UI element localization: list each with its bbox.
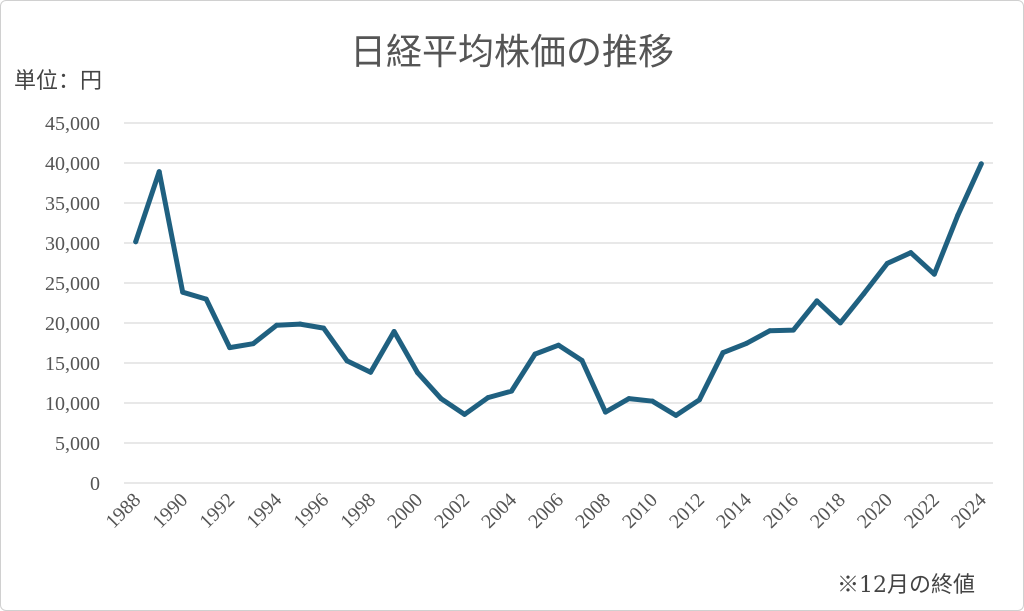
data-point [720, 350, 726, 356]
x-tick-label: 2008 [571, 489, 615, 533]
y-tick-label: 30,000 [45, 233, 100, 255]
data-point [297, 321, 303, 327]
y-axis-ticks: 0 5,000 10,000 15,000 20,000 25,000 30,000 35,0… [45, 113, 100, 495]
data-point [649, 398, 655, 404]
data-point [696, 397, 702, 403]
x-tick-label: 1994 [242, 489, 286, 533]
data-point [485, 395, 491, 401]
data-point [556, 342, 561, 348]
data-point [227, 345, 233, 351]
data-point [415, 370, 421, 376]
gridlines [124, 122, 993, 484]
series-layer [133, 161, 984, 418]
data-point [978, 161, 984, 167]
series-line [133, 161, 984, 418]
x-tick-label: 2022 [900, 489, 944, 533]
data-point [861, 291, 867, 297]
data-point [837, 320, 843, 326]
data-point [814, 298, 820, 304]
y-tick-label: 40,000 [45, 153, 100, 175]
data-point [438, 396, 444, 402]
unit-label: 単位：円 [14, 69, 102, 94]
data-point [931, 271, 937, 277]
data-point [602, 409, 608, 415]
data-point [203, 296, 209, 302]
x-tick-label: 2016 [759, 489, 803, 533]
data-point [626, 396, 632, 402]
data-point [462, 411, 468, 417]
chart-title: 日経平均株価の推移 [350, 32, 674, 73]
data-point [391, 329, 397, 335]
data-point [532, 351, 538, 357]
x-tick-label: 2010 [618, 489, 662, 533]
y-tick-label: 45,000 [45, 113, 100, 135]
data-point [368, 369, 374, 375]
x-tick-label: 2014 [712, 489, 756, 533]
data-point [321, 325, 327, 331]
y-tick-label: 35,000 [45, 193, 100, 215]
data-point [908, 250, 914, 256]
x-axis-ticks: 1988 1990 1992 1994 1996 1998 2000 2002 2004 2006… [101, 489, 990, 533]
x-tick-label: 2002 [430, 489, 474, 533]
data-point [884, 260, 890, 266]
data-point [509, 388, 515, 394]
x-tick-label: 2000 [383, 489, 427, 533]
data-point [955, 212, 961, 218]
x-tick-label: 1988 [101, 489, 145, 533]
y-tick-label: 0 [90, 473, 100, 495]
x-tick-label: 1990 [148, 489, 192, 533]
data-point [743, 340, 749, 346]
y-tick-label: 5,000 [55, 433, 100, 455]
x-tick-label: 2024 [947, 489, 991, 533]
y-tick-label: 15,000 [45, 353, 100, 375]
y-tick-label: 20,000 [45, 313, 100, 335]
data-point [180, 289, 186, 295]
data-point [133, 239, 139, 245]
x-tick-label: 2004 [477, 489, 521, 533]
data-point [673, 412, 679, 418]
footnote: ※12月の終値 [837, 573, 975, 598]
data-point [579, 358, 585, 364]
y-tick-label: 25,000 [45, 273, 100, 295]
x-tick-label: 2012 [665, 489, 709, 533]
x-tick-label: 1992 [195, 489, 239, 533]
x-tick-label: 2006 [524, 489, 568, 533]
x-tick-label: 2020 [853, 489, 897, 533]
data-point [250, 341, 256, 347]
x-tick-label: 2018 [806, 489, 850, 533]
data-point [156, 169, 162, 175]
data-point [790, 327, 796, 333]
y-tick-label: 10,000 [45, 393, 100, 415]
data-point [344, 358, 350, 364]
x-tick-label: 1998 [336, 489, 380, 533]
x-tick-label: 1996 [289, 489, 333, 533]
data-point [767, 328, 773, 334]
data-point [274, 322, 280, 328]
